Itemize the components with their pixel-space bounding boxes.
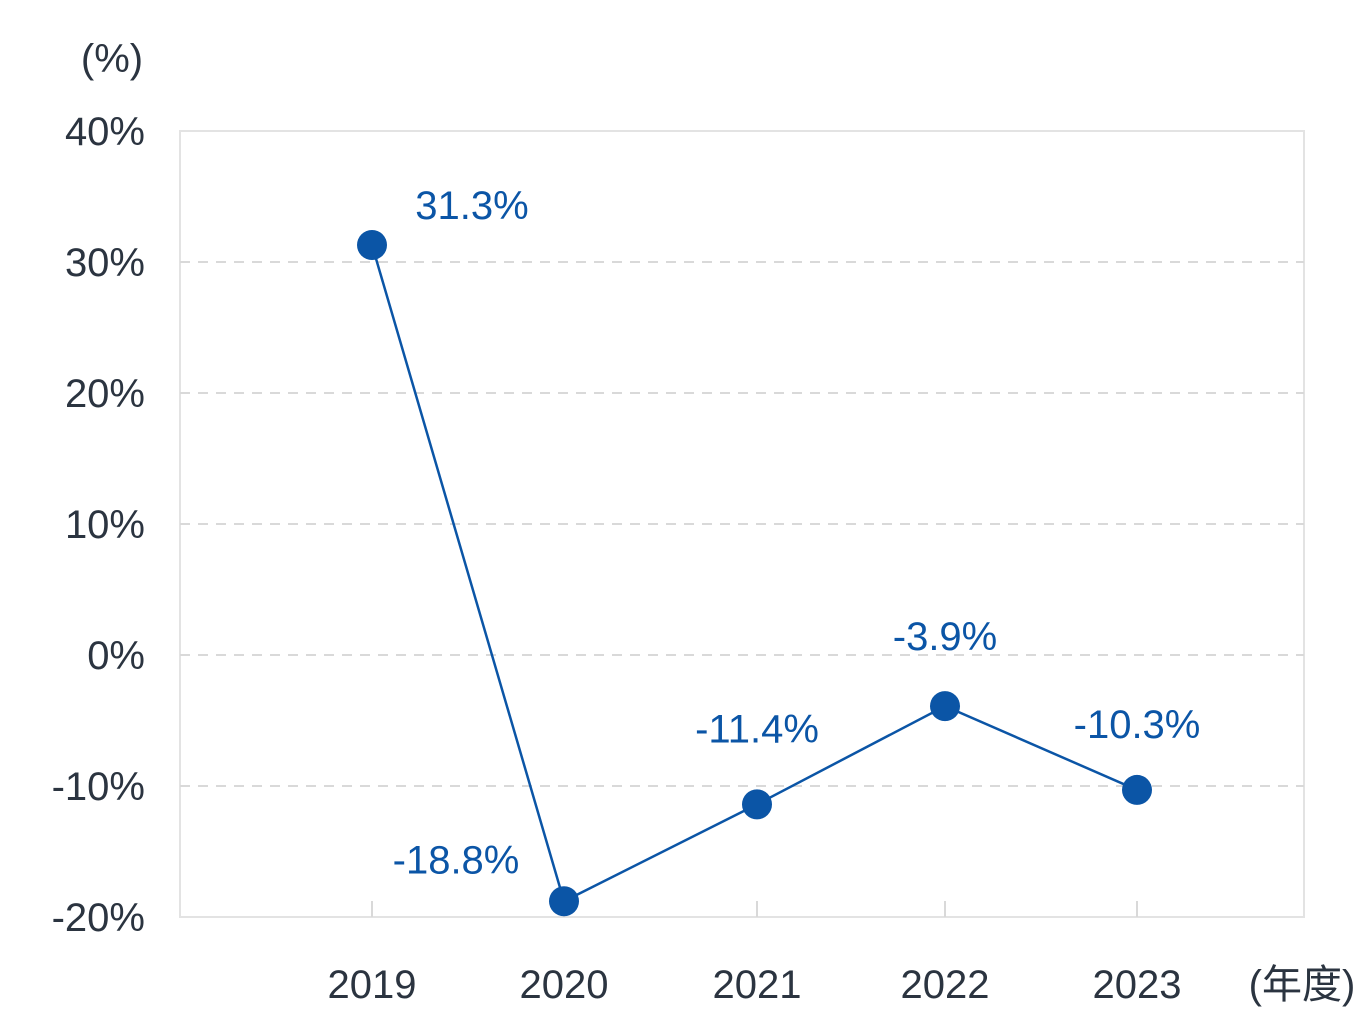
x-tick-label: 2019: [328, 963, 417, 1007]
y-axis-unit-label: (%): [81, 37, 143, 81]
data-label: -3.9%: [893, 615, 998, 659]
x-axis-labels: 2019 2020 2021 2022 2023: [328, 963, 1182, 1007]
y-tick-label: -20%: [52, 896, 145, 940]
y-axis-labels: 40% 30% 20% 10% 0% -10% -20%: [52, 110, 145, 940]
data-point: [742, 789, 772, 820]
x-ticks: [371, 901, 1138, 917]
x-tick-label: 2022: [901, 963, 990, 1007]
data-point: [357, 229, 387, 260]
y-tick-label: -10%: [52, 765, 145, 809]
series: [357, 229, 1152, 917]
y-tick-label: 0%: [87, 634, 145, 678]
data-label: -11.4%: [695, 707, 819, 751]
data-label: -10.3%: [1074, 703, 1201, 747]
y-tick-label: 20%: [65, 372, 145, 416]
y-tick-label: 40%: [65, 110, 145, 154]
x-tick-label: 2021: [713, 963, 802, 1007]
grid-lines: [180, 261, 1304, 787]
data-label: -18.8%: [393, 838, 520, 882]
data-point: [1122, 774, 1152, 805]
x-tick-label: 2023: [1093, 963, 1182, 1007]
data-point: [930, 691, 960, 722]
data-point: [549, 886, 579, 917]
x-tick-label: 2020: [520, 963, 609, 1007]
y-tick-label: 10%: [65, 503, 145, 547]
y-tick-label: 30%: [65, 241, 145, 285]
data-labels: 31.3% -18.8% -11.4% -3.9% -10.3%: [393, 184, 1201, 882]
data-label: 31.3%: [415, 184, 528, 228]
x-axis-unit-label: (年度): [1249, 963, 1356, 1007]
